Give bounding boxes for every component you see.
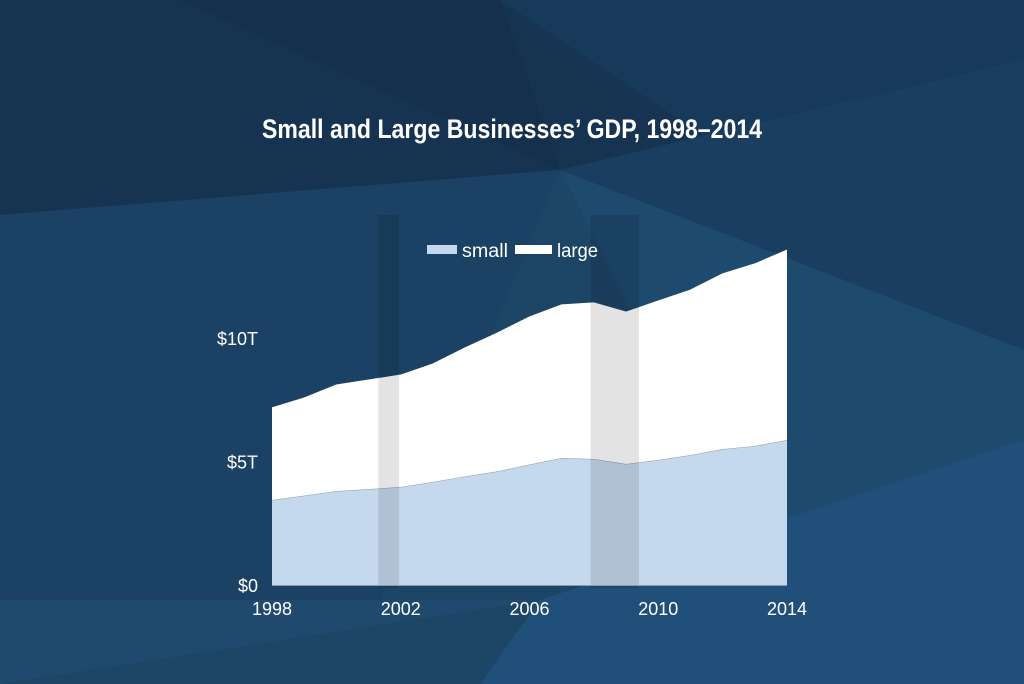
- shaded-period: [378, 215, 400, 588]
- legend: small large: [427, 241, 598, 262]
- area-small: [272, 440, 787, 585]
- x-tick-label: 2014: [767, 599, 807, 619]
- line-large: [271, 249, 788, 409]
- x-tick-label: 1998: [252, 599, 292, 619]
- legend-label-small: small: [462, 241, 508, 262]
- x-tick-label: 2010: [638, 599, 678, 619]
- shaded-period: [590, 215, 639, 588]
- chart-title: Small and Large Businesses’ GDP, 1998–20…: [262, 114, 762, 144]
- x-tick-label: 2002: [381, 599, 421, 619]
- area-large: [272, 250, 787, 501]
- legend-label-large: large: [557, 241, 598, 262]
- plot-area: [271, 215, 788, 588]
- y-axis: $0 $5T $10T: [217, 329, 258, 596]
- y-tick-label: $0: [238, 576, 258, 596]
- y-tick-label: $5T: [227, 453, 258, 473]
- legend-swatch-small: [427, 245, 457, 254]
- y-tick-label: $10T: [217, 329, 258, 349]
- x-tick-label: 2006: [509, 599, 549, 619]
- x-axis: 1998 2002 2006 2010 2014: [252, 585, 807, 619]
- legend-swatch-large: [515, 245, 552, 254]
